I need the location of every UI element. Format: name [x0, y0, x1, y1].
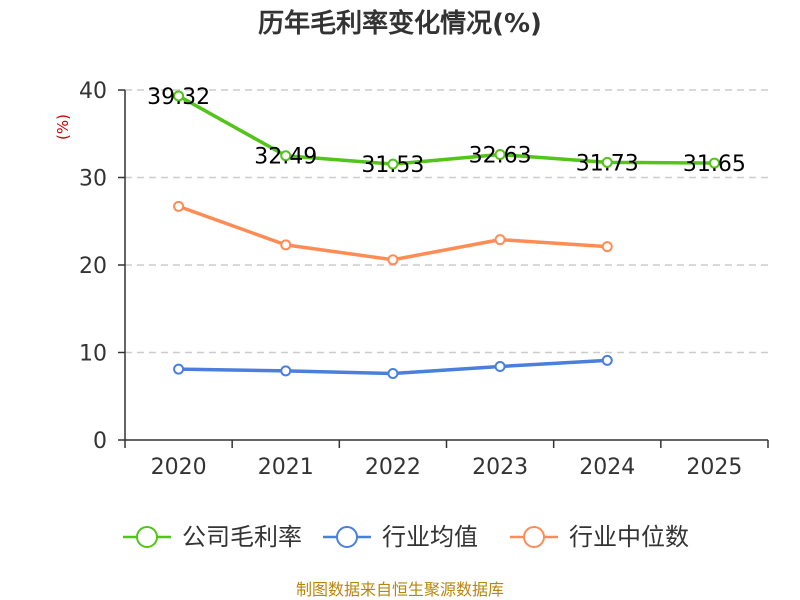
data-point-0-2024: [601, 156, 613, 168]
legend[interactable]: 公司毛利率 行业均值 行业中位数: [123, 523, 689, 551]
y-tick-label-20: 20: [79, 254, 107, 279]
y-tick-label-10: 10: [79, 342, 107, 367]
data-point-2-2020: [173, 200, 185, 212]
x-tick-label-2024: 2024: [579, 455, 635, 480]
legend-item-0[interactable]: 公司毛利率: [123, 523, 302, 551]
series-1: [173, 354, 613, 379]
data-point-2-2024: [601, 241, 613, 253]
chart-title: 历年毛利率变化情况(%): [258, 8, 542, 39]
data-point-1-2023: [494, 361, 506, 372]
series-2: [173, 200, 613, 266]
data-point-0-2022: [387, 158, 399, 170]
series-line-0: [177, 94, 715, 166]
data-point-2-2022: [387, 254, 399, 266]
data-point-1-2024: [601, 354, 613, 366]
footer-source: 制图数据来自恒生聚源数据库: [296, 580, 504, 599]
legend-item-2[interactable]: 行业中位数: [510, 523, 689, 551]
data-point-0-2025: [708, 157, 720, 169]
data-point-0-2020: [173, 90, 185, 102]
legend-marker-2: [523, 526, 545, 548]
data-point-1-2020: [173, 363, 185, 375]
x-tick-label-2025: 2025: [686, 455, 742, 480]
data-point-2-2021: [280, 239, 292, 251]
data-point-0-2023: [494, 148, 506, 160]
legend-marker-1: [336, 526, 358, 548]
y-tick-label-0: 0: [93, 429, 107, 454]
axes: 0 10 20 30 40 2020 2021 2022 2023 2024 2025: [79, 79, 769, 480]
series-0: 39.32 32.49 31.53 32.63 31.73 31.65: [147, 85, 746, 178]
legend-item-1[interactable]: 行业均值: [323, 523, 478, 551]
x-tick-label-2021: 2021: [258, 455, 314, 480]
x-tick-label-2020: 2020: [151, 455, 207, 480]
legend-marker-0: [136, 526, 158, 548]
data-label-2024: 31.73: [576, 151, 639, 176]
data-label-2025: 31.65: [683, 152, 746, 177]
legend-label-1: 行业均值: [382, 523, 478, 551]
y-tick-label-30: 30: [79, 167, 107, 192]
legend-label-2: 行业中位数: [569, 523, 689, 551]
data-point-0-2021: [280, 150, 292, 162]
data-label-2023: 32.63: [469, 143, 532, 168]
data-label-2022: 31.53: [361, 153, 424, 178]
legend-label-0: 公司毛利率: [182, 523, 302, 551]
data-point-1-2021: [280, 365, 292, 377]
data-point-1-2022: [387, 368, 399, 379]
y-tick-label-40: 40: [79, 79, 107, 104]
series-line-2: [177, 204, 608, 262]
data-label-2020: 39.32: [147, 85, 210, 110]
series-layer: 39.32 32.49 31.53 32.63 31.73 31.65: [147, 85, 746, 379]
x-tick-label-2023: 2023: [472, 455, 528, 480]
data-label-2021: 32.49: [254, 145, 317, 170]
data-point-2-2023: [494, 234, 506, 246]
y-axis-label: (%): [54, 114, 72, 140]
x-tick-label-2022: 2022: [365, 455, 421, 480]
